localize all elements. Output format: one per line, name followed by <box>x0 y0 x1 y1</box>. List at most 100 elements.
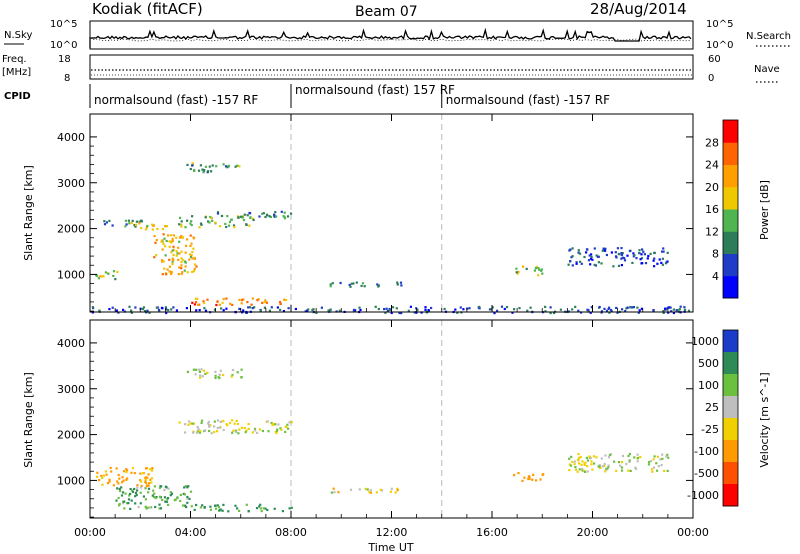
velocity-cell <box>202 369 206 372</box>
velocity-cell <box>577 459 580 462</box>
velocity-cell <box>231 373 234 377</box>
velocity-cell <box>568 457 571 460</box>
power-cell <box>249 216 252 220</box>
power-cell <box>167 309 170 312</box>
velocity-colorbar-swatch <box>723 484 738 507</box>
power-cell <box>203 169 206 172</box>
power-colorbar-swatch <box>723 231 738 254</box>
power-cell <box>625 307 628 310</box>
power-colorbar-tick: 20 <box>705 181 719 194</box>
power-cell <box>601 249 604 252</box>
power-cell <box>226 215 229 218</box>
power-cell <box>168 270 171 273</box>
power-cell <box>661 257 664 260</box>
velocity-cell <box>231 368 235 372</box>
velocity-cell <box>109 466 112 469</box>
power-cell <box>549 312 552 315</box>
power-cell <box>631 261 634 264</box>
power-cell <box>687 309 691 312</box>
power-cell <box>142 306 145 309</box>
velocity-cell <box>625 462 628 466</box>
power-cell <box>155 239 158 242</box>
velocity-cell <box>214 504 217 507</box>
velocity-cell <box>117 473 120 477</box>
velocity-cell <box>375 491 378 494</box>
power-cell <box>374 305 377 308</box>
velocity-cell <box>128 494 131 497</box>
power-cell <box>424 308 427 311</box>
velocity-cell <box>150 506 153 509</box>
power-cell <box>396 283 399 286</box>
velocity-cell <box>108 480 111 483</box>
power-cell <box>363 285 366 288</box>
power-cell <box>283 215 286 218</box>
y-tick-label: 3000 <box>57 383 85 396</box>
power-cell <box>683 308 687 311</box>
power-cell <box>178 223 181 226</box>
power-cell <box>249 212 252 215</box>
power-cell <box>111 306 114 309</box>
velocity-cell <box>290 506 293 509</box>
velocity-cell <box>123 500 126 503</box>
velocity-cell <box>213 425 216 428</box>
velocity-cell <box>112 484 115 487</box>
power-cell <box>216 211 220 214</box>
power-cell <box>286 215 290 218</box>
velocity-cell <box>110 470 113 473</box>
power-cell <box>199 222 203 225</box>
power-cell <box>171 237 174 241</box>
velocity-cell <box>218 377 221 380</box>
power-cell <box>252 218 255 222</box>
velocity-cell <box>288 421 291 424</box>
power-cell <box>623 259 627 262</box>
velocity-cell <box>636 456 640 460</box>
power-cell <box>579 260 582 263</box>
velocity-cell <box>218 426 222 429</box>
power-cell <box>587 259 591 262</box>
power-cell <box>169 272 173 275</box>
power-cell <box>540 268 543 271</box>
velocity-cell <box>653 455 656 458</box>
velocity-cell <box>258 505 261 508</box>
power-cell <box>637 311 640 314</box>
power-cell <box>190 224 193 227</box>
velocity-cell <box>523 476 526 479</box>
power-cell <box>248 224 251 227</box>
power-cell <box>168 265 171 268</box>
power-cell <box>662 311 665 314</box>
cpid-segment-label: normalsound (fast) -157 RF <box>94 93 258 107</box>
power-cell <box>140 226 143 230</box>
power-cell <box>180 261 183 264</box>
power-cell <box>591 258 594 261</box>
power-cell <box>664 307 667 310</box>
velocity-cell <box>209 424 212 427</box>
velocity-cell <box>130 499 133 502</box>
velocity-cell <box>195 431 199 434</box>
power-cell <box>220 307 223 310</box>
power-cell <box>250 303 253 306</box>
velocity-cell <box>517 472 520 475</box>
velocity-cell <box>251 431 254 434</box>
velocity-cell <box>167 503 170 506</box>
velocity-cell <box>199 374 202 377</box>
power-cell <box>191 215 194 218</box>
power-cell <box>163 267 166 270</box>
power-cell <box>163 237 166 240</box>
power-cell <box>229 302 232 305</box>
velocity-colorbar-tick: 100 <box>698 379 719 392</box>
velocity-cell <box>585 456 588 459</box>
velocity-cell <box>120 494 124 497</box>
x-tick-label: 00:00 <box>74 526 106 539</box>
velocity-cell <box>281 510 284 513</box>
velocity-cell <box>666 453 669 456</box>
power-cell <box>525 267 528 270</box>
power-cell <box>224 165 228 168</box>
velocity-cell <box>620 469 624 472</box>
velocity-cell <box>151 494 154 497</box>
velocity-cell <box>121 481 124 484</box>
velocity-cell <box>151 467 154 470</box>
velocity-cell <box>261 429 264 433</box>
power-cell <box>191 257 194 260</box>
velocity-cell <box>394 491 397 494</box>
velocity-cell <box>184 431 187 434</box>
